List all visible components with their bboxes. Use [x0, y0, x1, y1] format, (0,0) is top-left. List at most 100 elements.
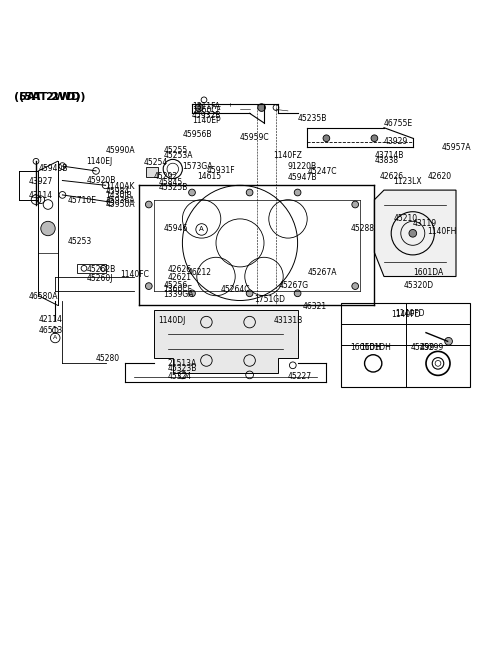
Circle shape: [258, 104, 265, 112]
Text: 43131B: 43131B: [274, 316, 303, 325]
Text: 45932B: 45932B: [192, 111, 221, 120]
Text: 45936A: 45936A: [106, 196, 135, 204]
Text: 45845: 45845: [158, 178, 183, 187]
Text: 45931F: 45931F: [206, 166, 235, 175]
Text: 45267A: 45267A: [307, 268, 336, 277]
Text: 45990A: 45990A: [106, 146, 135, 155]
Text: (5AT 2WD): (5AT 2WD): [19, 92, 86, 101]
Text: 21513A: 21513A: [168, 360, 197, 369]
Text: 45227: 45227: [288, 372, 312, 381]
Text: 1140FC: 1140FC: [120, 269, 149, 278]
Text: 91220B: 91220B: [288, 162, 317, 171]
Text: 45299: 45299: [420, 343, 444, 352]
Circle shape: [145, 201, 152, 208]
Text: 1140FH: 1140FH: [427, 227, 456, 236]
Text: 45950A: 45950A: [106, 201, 135, 210]
Text: 45253A: 45253A: [163, 151, 192, 160]
Text: 45947B: 45947B: [288, 173, 317, 182]
Text: 45299: 45299: [410, 343, 435, 352]
Circle shape: [246, 189, 253, 196]
Text: 45957A: 45957A: [442, 143, 471, 153]
Text: 45320D: 45320D: [403, 280, 433, 289]
Text: 43119: 43119: [413, 219, 437, 228]
Text: 45235B: 45235B: [298, 114, 327, 123]
Text: 45710E: 45710E: [67, 196, 96, 204]
Text: 42620: 42620: [427, 172, 451, 181]
Circle shape: [145, 283, 152, 289]
Text: 1140FD: 1140FD: [391, 310, 420, 319]
Text: 45292: 45292: [154, 172, 178, 181]
Circle shape: [352, 201, 359, 208]
Text: 45959C: 45959C: [240, 133, 270, 141]
Circle shape: [41, 221, 55, 236]
Text: 45247C: 45247C: [307, 167, 336, 177]
Circle shape: [189, 189, 195, 196]
Text: 45323B: 45323B: [168, 364, 197, 373]
Text: 45254: 45254: [144, 158, 168, 167]
Circle shape: [409, 230, 417, 237]
Text: 1601DH: 1601DH: [360, 343, 391, 352]
Circle shape: [246, 290, 253, 297]
Bar: [146, 167, 158, 177]
Text: 43838: 43838: [374, 156, 398, 165]
Text: 1140EJ: 1140EJ: [86, 157, 113, 165]
Circle shape: [195, 104, 203, 112]
Text: 1140AK: 1140AK: [106, 182, 135, 191]
Text: 42626: 42626: [168, 265, 192, 274]
Text: 45256: 45256: [163, 280, 188, 289]
Text: 46755E: 46755E: [384, 119, 413, 129]
Circle shape: [444, 337, 452, 345]
Circle shape: [323, 135, 330, 141]
Text: 45280: 45280: [96, 354, 120, 363]
Text: 1751GD: 1751GD: [254, 295, 286, 304]
Text: 1339GA: 1339GA: [163, 290, 194, 299]
Text: 46580A: 46580A: [29, 292, 58, 301]
Circle shape: [294, 290, 301, 297]
Text: 1140FZ: 1140FZ: [274, 151, 302, 160]
Text: 43927: 43927: [29, 177, 53, 186]
Text: 1140DJ: 1140DJ: [158, 316, 186, 325]
Text: 42626: 42626: [379, 172, 403, 181]
Text: 45264C: 45264C: [221, 286, 250, 295]
Text: 1311FA: 1311FA: [192, 102, 220, 110]
Text: 1601DH: 1601DH: [350, 343, 381, 352]
Text: 46321: 46321: [302, 302, 326, 311]
Circle shape: [294, 189, 301, 196]
Text: 45946: 45946: [163, 224, 188, 233]
Text: 46513: 46513: [38, 326, 63, 335]
Text: 1360CF: 1360CF: [163, 286, 192, 295]
Text: 1123LX: 1123LX: [394, 177, 422, 186]
Bar: [341, 303, 470, 387]
Text: 1140EP: 1140EP: [192, 116, 221, 125]
Text: 46212: 46212: [187, 268, 211, 277]
Text: 1360CF: 1360CF: [192, 106, 221, 116]
Text: 42621: 42621: [168, 273, 192, 282]
Text: 14615: 14615: [197, 172, 221, 181]
Text: 1601DA: 1601DA: [413, 268, 443, 277]
Text: 45288: 45288: [350, 224, 374, 233]
Text: 43714B: 43714B: [374, 151, 404, 160]
Text: 45956B: 45956B: [182, 130, 212, 140]
Text: A: A: [53, 336, 57, 341]
Text: 43929: 43929: [384, 137, 408, 145]
Text: 1430JB: 1430JB: [106, 191, 132, 200]
Text: 45940B: 45940B: [38, 164, 68, 173]
Circle shape: [371, 135, 378, 141]
Text: 45984: 45984: [106, 186, 130, 195]
Text: 45260J: 45260J: [86, 274, 113, 283]
Text: 45255: 45255: [163, 146, 188, 155]
Polygon shape: [374, 190, 456, 276]
Text: 43114: 43114: [29, 191, 53, 201]
Text: 42114: 42114: [38, 315, 62, 324]
Text: 45325B: 45325B: [158, 183, 188, 191]
Text: (5AT 2WD): (5AT 2WD): [14, 92, 81, 101]
Circle shape: [352, 283, 359, 289]
Text: 45920B: 45920B: [86, 176, 116, 185]
Polygon shape: [154, 310, 298, 373]
Bar: [77, 264, 106, 273]
Text: 45210: 45210: [394, 214, 418, 223]
Text: A: A: [199, 227, 204, 232]
Text: 1573GA: 1573GA: [182, 162, 213, 171]
Text: 45324: 45324: [168, 372, 192, 381]
Text: 45262B: 45262B: [86, 265, 116, 274]
